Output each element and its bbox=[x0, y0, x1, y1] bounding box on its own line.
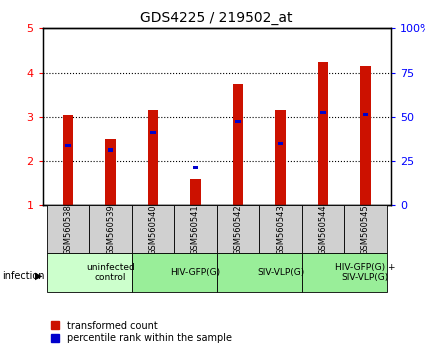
Bar bbox=[174, 205, 217, 253]
Bar bbox=[233, 84, 243, 205]
Bar bbox=[89, 205, 132, 253]
Text: GSM560545: GSM560545 bbox=[361, 204, 370, 255]
Bar bbox=[148, 110, 158, 205]
Text: GSM560538: GSM560538 bbox=[63, 204, 73, 255]
Legend: transformed count, percentile rank within the sample: transformed count, percentile rank withi… bbox=[47, 317, 236, 347]
Bar bbox=[132, 253, 217, 292]
Bar bbox=[344, 205, 387, 253]
Text: GSM560544: GSM560544 bbox=[318, 204, 328, 255]
Text: ▶: ▶ bbox=[35, 271, 43, 281]
Text: GSM560543: GSM560543 bbox=[276, 204, 285, 255]
Bar bbox=[275, 110, 286, 205]
Text: HIV-GFP(G): HIV-GFP(G) bbox=[170, 268, 221, 277]
Text: uninfected
control: uninfected control bbox=[86, 263, 135, 282]
Text: GSM560541: GSM560541 bbox=[191, 204, 200, 255]
Bar bbox=[190, 179, 201, 205]
Bar bbox=[320, 111, 326, 114]
Text: GSM560542: GSM560542 bbox=[233, 204, 243, 255]
Bar bbox=[259, 205, 302, 253]
Bar bbox=[217, 205, 259, 253]
Bar bbox=[217, 253, 302, 292]
Text: infection: infection bbox=[2, 271, 45, 281]
Title: GDS4225 / 219502_at: GDS4225 / 219502_at bbox=[141, 11, 293, 24]
Bar bbox=[360, 66, 371, 205]
Bar bbox=[193, 166, 198, 169]
Bar bbox=[132, 205, 174, 253]
Bar bbox=[47, 253, 132, 292]
Text: GSM560539: GSM560539 bbox=[106, 204, 115, 255]
Bar bbox=[47, 205, 89, 253]
Bar bbox=[150, 131, 156, 134]
Bar bbox=[302, 253, 387, 292]
Bar bbox=[105, 139, 116, 205]
Bar bbox=[65, 144, 71, 147]
Text: SIV-VLP(G): SIV-VLP(G) bbox=[257, 268, 304, 277]
Bar bbox=[108, 148, 113, 152]
Bar bbox=[235, 120, 241, 123]
Bar bbox=[63, 115, 73, 205]
Bar bbox=[317, 62, 328, 205]
Text: GSM560540: GSM560540 bbox=[148, 204, 158, 255]
Bar bbox=[302, 205, 344, 253]
Bar bbox=[278, 142, 283, 145]
Text: HIV-GFP(G) +
SIV-VLP(G): HIV-GFP(G) + SIV-VLP(G) bbox=[335, 263, 396, 282]
Bar bbox=[363, 113, 368, 116]
